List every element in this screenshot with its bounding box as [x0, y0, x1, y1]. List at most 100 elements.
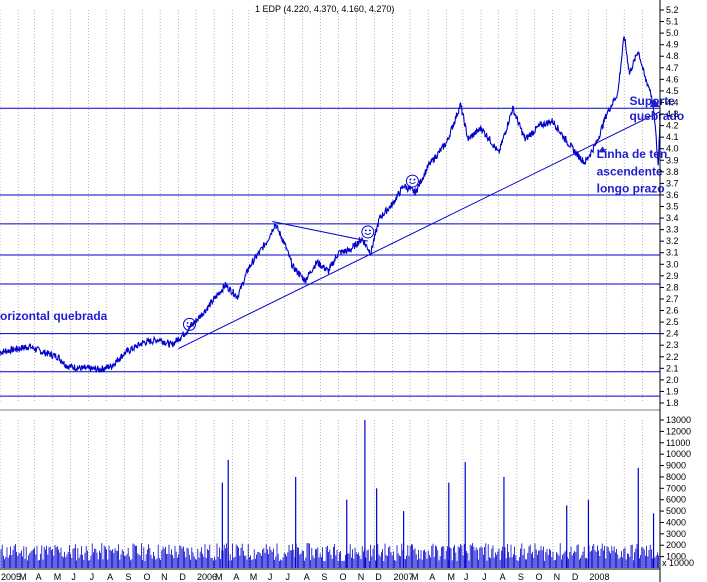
y-tick-label: 2.5: [666, 317, 679, 327]
volume-tick-label: 3000: [666, 529, 686, 539]
smiley-mouth: [364, 232, 372, 235]
volume-tick-label: 4000: [666, 517, 686, 527]
y-tick-label: 2.6: [666, 306, 679, 316]
smiley-eye: [186, 322, 189, 324]
x-tick-label: A: [233, 572, 239, 582]
y-tick-label: 4.1: [666, 132, 679, 142]
y-tick-label: 2.3: [666, 340, 679, 350]
x-tick-label: 2007: [393, 572, 413, 582]
x-tick-label: A: [36, 572, 42, 582]
volume-bars: [0, 420, 661, 568]
y-tick-label: 4.6: [666, 74, 679, 84]
x-tick-label: O: [340, 572, 347, 582]
x-tick-label: J: [286, 572, 291, 582]
volume-tick-label: 9000: [666, 461, 686, 471]
x-tick-label: D: [179, 572, 186, 582]
trendlines: [178, 111, 661, 350]
x-tick-label: O: [535, 572, 542, 582]
smiley-face: [361, 225, 375, 239]
volume-tick-label: 11000: [666, 438, 690, 448]
chart-title: 1 EDP (4.220, 4.370, 4.160, 4.270): [255, 4, 394, 14]
smiley-face: [182, 317, 196, 331]
y-tick-label: 4.0: [666, 144, 679, 154]
arrow-up-icon: [649, 99, 660, 108]
y-tick-label: 4.8: [666, 51, 679, 61]
vertical-gridlines: [0, 10, 643, 568]
x-tick-label: O: [144, 572, 151, 582]
annotation-text: Suporte: [629, 94, 675, 108]
y-tick-label: 3.8: [666, 167, 679, 177]
volume-tick-label: 7000: [666, 483, 686, 493]
y-tick-label: 2.9: [666, 271, 679, 281]
arrow-up-icon: [598, 146, 607, 153]
x-tick-label: M: [411, 572, 419, 582]
y-tick-label: 1.8: [666, 398, 679, 408]
x-tick-label: N: [554, 572, 561, 582]
x-tick-label: M: [19, 572, 27, 582]
annotation-text: longo prazo: [597, 182, 665, 196]
volume-tick-label: 8000: [666, 472, 686, 482]
x-tick-label: J: [482, 572, 487, 582]
volume-multiplier-label: x 10000: [662, 558, 694, 568]
x-tick-label: J: [71, 572, 76, 582]
horizontal-support-lines: [0, 107, 660, 397]
y-tick-label: 4.7: [666, 63, 679, 73]
y-tick-label: 3.4: [666, 213, 679, 223]
smiley-icon: [182, 317, 196, 331]
x-tick-label: M: [215, 572, 223, 582]
y-tick-label: 3.5: [666, 202, 679, 212]
annotation-text: quebrado: [629, 109, 684, 123]
volume-tick-label: 10000: [666, 449, 691, 459]
volume-tick-label: 5000: [666, 506, 686, 516]
smiley-mouth: [409, 181, 416, 185]
trendline: [178, 111, 661, 350]
smiley-eye: [413, 178, 416, 181]
x-tick-label: D: [375, 572, 382, 582]
y-tick-label: 1.9: [666, 386, 679, 396]
y-tick-label: 4.3: [666, 109, 679, 119]
annotation-text: orizontal quebrada: [0, 309, 108, 323]
x-tick-label: A: [429, 572, 435, 582]
x-tick-label: A: [500, 572, 506, 582]
x-tick-label: N: [161, 572, 168, 582]
x-tick-label: 2008: [589, 572, 609, 582]
annotation-text: ascendente: [597, 164, 663, 178]
y-tick-label: 3.7: [666, 178, 679, 188]
x-tick-label: D: [572, 572, 579, 582]
y-tick-label: 3.2: [666, 236, 679, 246]
smiley-eye: [409, 178, 412, 181]
x-tick-label: J: [464, 572, 469, 582]
trendline: [272, 221, 368, 242]
price-series: [0, 36, 661, 373]
volume-tick-label: 2000: [666, 540, 686, 550]
smiley-icon: [405, 174, 419, 188]
y-tick-label: 4.9: [666, 40, 679, 50]
y-tick-label: 3.1: [666, 248, 679, 258]
x-tick-label: N: [358, 572, 365, 582]
x-tick-label: M: [54, 572, 62, 582]
x-tick-label: S: [321, 572, 327, 582]
x-tick-label: M: [250, 572, 258, 582]
y-tick-label: 2.8: [666, 282, 679, 292]
price-line: [0, 36, 661, 373]
y-tick-label: 3.0: [666, 259, 679, 269]
volume-tick-label: 12000: [666, 426, 691, 436]
smiley-mouth: [186, 325, 193, 328]
y-tick-label: 2.0: [666, 375, 679, 385]
x-tick-label: 2006: [197, 572, 217, 582]
y-tick-label: 5.1: [666, 17, 679, 27]
x-tick-label: A: [304, 572, 310, 582]
volume-tick-label: 6000: [666, 495, 686, 505]
annotation-text: Linha de ten: [597, 147, 668, 161]
volume-tick-label: 13000: [666, 415, 691, 425]
y-tick-label: 2.7: [666, 294, 679, 304]
y-tick-label: 2.4: [666, 329, 679, 339]
y-tick-label: 5.0: [666, 28, 679, 38]
x-tick-label: A: [107, 572, 113, 582]
y-tick-label: 4.2: [666, 121, 679, 131]
smiley-eye: [190, 322, 193, 324]
smiley-face: [405, 174, 419, 188]
